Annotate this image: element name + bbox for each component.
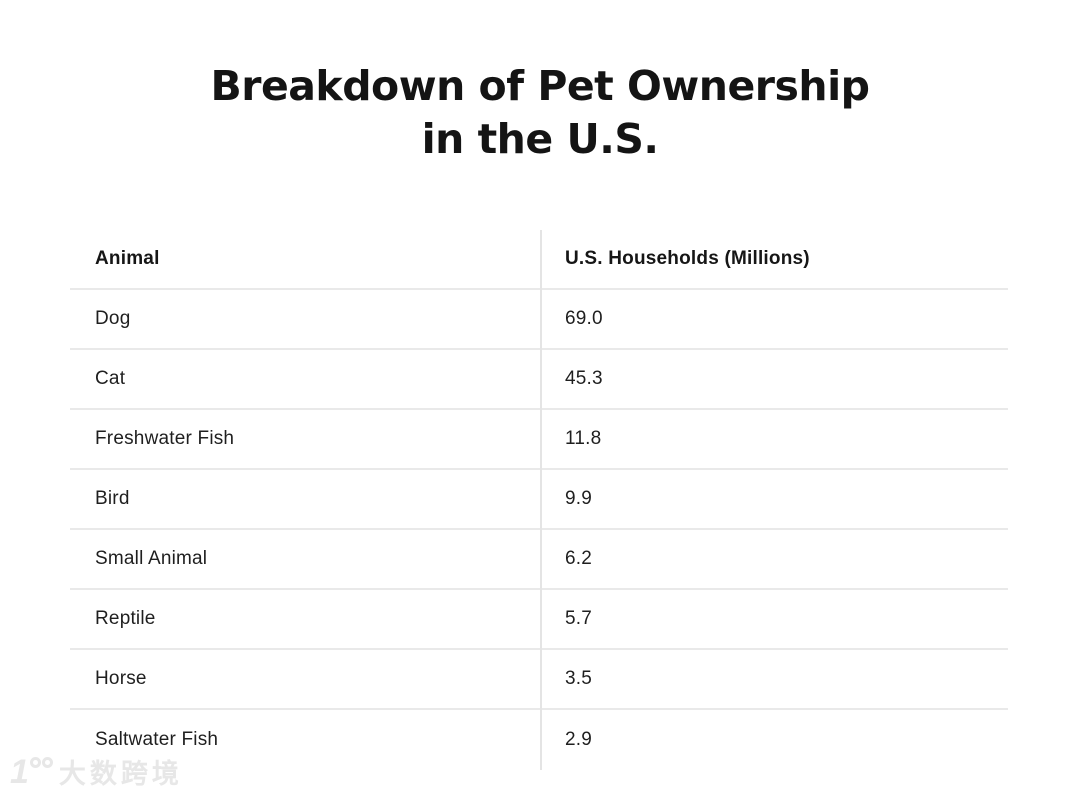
pet-ownership-table: Animal U.S. Households (Millions) Dog 69…: [70, 230, 1008, 770]
animal-cell: Saltwater Fish: [95, 729, 219, 750]
table-row: Dog 69.0: [70, 290, 1008, 350]
table-row: Bird 9.9: [70, 470, 1008, 530]
title-line-2: in the U.S.: [421, 115, 659, 163]
households-cell: 5.7: [565, 608, 593, 629]
table-row: Small Animal 6.2: [70, 530, 1008, 590]
watermark: 1 大数跨境: [10, 752, 183, 791]
table-row: Reptile 5.7: [70, 590, 1008, 650]
households-cell: 69.0: [565, 308, 603, 329]
table-row: Horse 3.5: [70, 650, 1008, 710]
animal-cell: Small Animal: [95, 548, 208, 569]
animal-cell: Freshwater Fish: [95, 428, 235, 449]
animal-cell: Dog: [95, 308, 131, 329]
watermark-logo-icon: 1: [10, 755, 53, 789]
animal-cell: Cat: [95, 368, 126, 389]
households-cell: 3.5: [565, 668, 593, 689]
households-cell: 6.2: [565, 548, 593, 569]
title-line-1: Breakdown of Pet Ownership: [210, 62, 870, 110]
table-row: Saltwater Fish 2.9: [70, 710, 1008, 770]
column-header-households: U.S. Households (Millions): [565, 248, 810, 269]
column-header-animal: Animal: [95, 248, 160, 269]
households-cell: 11.8: [565, 428, 602, 449]
households-cell: 9.9: [565, 488, 593, 509]
animal-cell: Horse: [95, 668, 147, 689]
watermark-text: 大数跨境: [58, 759, 183, 789]
page-title: Breakdown of Pet Ownership in the U.S.: [0, 60, 1080, 166]
animal-cell: Bird: [95, 488, 130, 509]
households-cell: 2.9: [565, 729, 593, 750]
table-row: Freshwater Fish 11.8: [70, 410, 1008, 470]
households-cell: 45.3: [565, 368, 603, 389]
table-header-row: Animal U.S. Households (Millions): [70, 230, 1008, 290]
table-row: Cat 45.3: [70, 350, 1008, 410]
animal-cell: Reptile: [95, 608, 156, 629]
column-divider: [540, 230, 542, 770]
